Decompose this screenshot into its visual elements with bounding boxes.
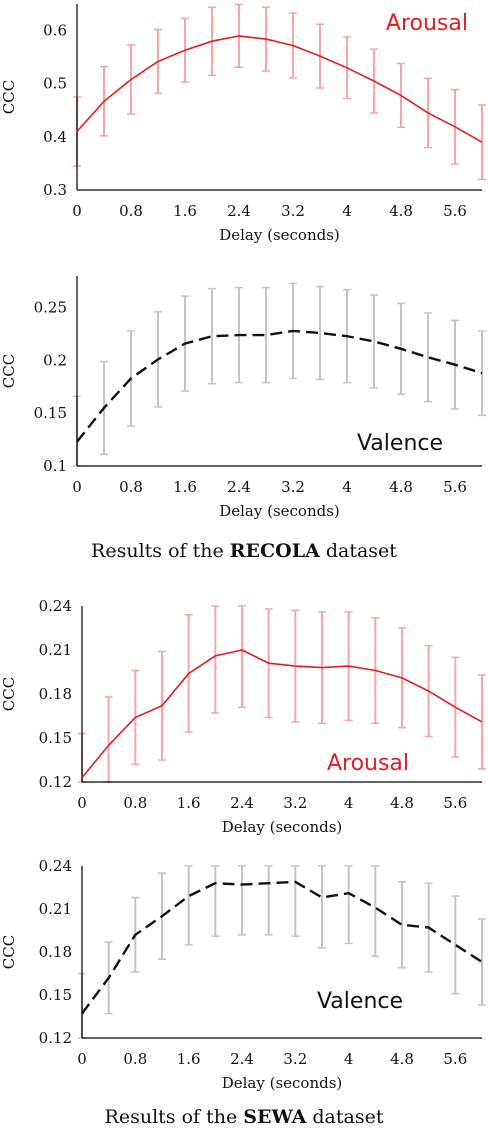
- y-axis-label: CCC: [0, 354, 18, 388]
- sewa-arousal-chart: 0.12 0.15 0.18 0.21 0.24 0 0.8 1.6 2.4 3.2 4 4.8 5.6…: [0, 597, 486, 836]
- x-axis-label: Delay (seconds): [219, 502, 340, 520]
- error-bar: [371, 865, 380, 958]
- x-axis-label: Delay (seconds): [222, 818, 343, 836]
- series-line: [81, 880, 483, 1015]
- x-tick-label: 5.6: [443, 794, 467, 812]
- x-tick-label: 1.6: [173, 478, 197, 496]
- error-bar: [316, 285, 324, 381]
- x-tick-label: 4: [344, 1050, 354, 1068]
- x-tick-label: 1.6: [177, 1050, 201, 1068]
- x-tick-label: 4.8: [389, 202, 413, 220]
- x-tick-label: 0.8: [119, 478, 143, 496]
- y-tick-label: 0.3: [43, 181, 67, 199]
- x-tick-label: 3.2: [283, 1050, 307, 1068]
- y-tick-label: 0.18: [39, 685, 72, 703]
- series-line: [76, 35, 483, 143]
- x-tick-label: 0: [72, 202, 82, 220]
- y-tick-label: 0.12: [39, 773, 72, 791]
- x-tick-label: 0.8: [123, 794, 147, 812]
- y-tick-label: 0.15: [39, 729, 72, 747]
- error-bar: [238, 605, 246, 708]
- y-tick-label: 0.24: [39, 597, 72, 615]
- recola-arousal-chart: 0.3 0.4 0.5 0.6 0 0.8 1.6 2.4 3.2 4 4.8 5.6 Delay (s…: [0, 3, 486, 244]
- x-tick-label: 5.6: [443, 478, 467, 496]
- y-tick-label: 0.15: [39, 986, 72, 1004]
- y-axis-label: CCC: [0, 677, 18, 711]
- error-bar: [398, 881, 406, 969]
- error-bar: [238, 865, 246, 936]
- y-tick-label: 0.2: [43, 351, 67, 369]
- x-tick-label: 4.8: [390, 794, 414, 812]
- sewa-valence-chart: 0.12 0.15 0.18 0.21 0.24 0 0.8 1.6 2.4 3.2 4 4.8 5.6…: [0, 857, 486, 1092]
- y-tick-label: 0.24: [39, 857, 72, 875]
- x-tick-label: 3.2: [281, 202, 305, 220]
- error-bar: [211, 605, 220, 714]
- error-bar: [104, 696, 113, 783]
- x-tick-label: 4.8: [389, 478, 413, 496]
- y-tick-label: 0.25: [34, 299, 67, 317]
- x-tick-label: 5.6: [443, 202, 467, 220]
- x-tick-label: 2.4: [230, 1050, 254, 1068]
- x-tick-label: 5.6: [443, 1050, 467, 1068]
- error-bar: [211, 865, 220, 937]
- y-axis-label: CCC: [0, 935, 18, 969]
- error-bar: [344, 865, 353, 945]
- recola-valence-chart: 0.1 0.15 0.2 0.25 0 0.8 1.6 2.4 3.2 4 4.8 5.6 Delay …: [0, 276, 486, 520]
- y-tick-label: 0.12: [39, 1029, 72, 1047]
- series-line: [81, 649, 483, 779]
- recola-caption: Results of the RECOLA dataset: [91, 540, 397, 562]
- x-tick-label: 0.8: [119, 202, 143, 220]
- error-bar: [370, 294, 378, 389]
- series-annotation: Valence: [357, 431, 443, 456]
- sewa-caption: Results of the SEWA dataset: [104, 1106, 384, 1128]
- x-tick-label: 0: [72, 478, 82, 496]
- x-axis-label: Delay (seconds): [222, 1074, 343, 1092]
- x-tick-label: 4.8: [390, 1050, 414, 1068]
- y-tick-label: 0.4: [43, 128, 67, 146]
- series-annotation: Arousal: [386, 11, 468, 36]
- error-bar: [451, 895, 460, 995]
- x-axis-label: Delay (seconds): [219, 226, 340, 244]
- error-bar: [208, 287, 216, 385]
- error-bar: [184, 865, 193, 946]
- x-tick-label: 4: [344, 794, 354, 812]
- x-tick-label: 2.4: [230, 794, 254, 812]
- x-tick-label: 0.8: [123, 1050, 147, 1068]
- error-bar: [478, 918, 486, 1006]
- x-tick-label: 3.2: [281, 478, 305, 496]
- y-tick-label: 0.5: [43, 75, 67, 93]
- x-tick-label: 1.6: [173, 202, 197, 220]
- y-tick-label: 0.18: [39, 943, 72, 961]
- error-bar: [478, 330, 486, 417]
- x-tick-label: 4: [342, 478, 352, 496]
- x-tick-label: 3.2: [283, 794, 307, 812]
- series-annotation: Arousal: [327, 751, 409, 776]
- error-bar: [424, 312, 432, 403]
- error-bar: [291, 865, 300, 937]
- error-bar: [262, 286, 270, 384]
- x-tick-label: 4: [342, 202, 352, 220]
- y-tick-label: 0.21: [39, 900, 72, 918]
- x-tick-label: 2.4: [227, 478, 251, 496]
- y-tick-label: 0.1: [43, 457, 67, 475]
- x-tick-label: 1.6: [177, 794, 201, 812]
- series-line: [76, 329, 483, 443]
- x-tick-label: 0: [77, 1050, 87, 1068]
- y-tick-label: 0.21: [39, 641, 72, 659]
- y-tick-label: 0.15: [34, 404, 67, 422]
- error-bar: [264, 865, 273, 936]
- error-bar: [318, 865, 326, 949]
- y-tick-label: 0.6: [43, 22, 67, 40]
- x-tick-label: 2.4: [227, 202, 251, 220]
- series-annotation: Valence: [317, 989, 403, 1014]
- y-axis-label: CCC: [0, 80, 18, 114]
- x-tick-label: 0: [77, 794, 87, 812]
